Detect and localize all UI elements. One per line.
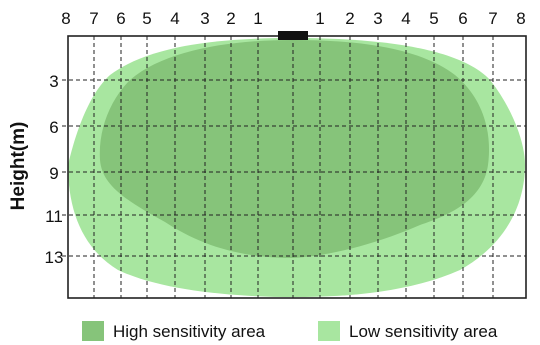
left-tick-label: 6 [49,118,58,137]
top-tick-label: 1 [315,9,324,28]
top-tick-label: 6 [458,9,467,28]
top-tick-label: 2 [226,9,235,28]
top-tick-label: 1 [253,9,262,28]
legend-swatch-low [318,321,340,341]
left-tick-label: 11 [45,207,63,226]
top-tick-label: 4 [170,9,179,28]
legend-label-low: Low sensitivity area [349,322,498,341]
top-tick-label: 5 [142,9,151,28]
top-tick-label: 7 [89,9,98,28]
top-tick-label: 8 [61,9,70,28]
left-tick-label: 9 [49,164,58,183]
grid-lines [62,36,526,298]
y-axis-title: Height(m) [8,122,29,211]
left-tick-labels: 3 6 9 11 13 [45,72,64,267]
top-tick-label: 4 [401,9,410,28]
sensor-marker [278,31,308,40]
legend-label-high: High sensitivity area [113,322,266,341]
top-tick-label: 8 [516,9,525,28]
top-tick-label: 6 [116,9,125,28]
top-tick-labels: 8 7 6 5 4 3 2 1 1 2 3 4 5 6 7 8 [61,9,525,28]
top-tick-label: 3 [200,9,209,28]
top-tick-label: 5 [429,9,438,28]
left-tick-label: 3 [49,72,58,91]
left-tick-label: 13 [45,248,64,267]
legend-swatch-high [82,321,104,341]
legend: High sensitivity area Low sensitivity ar… [82,321,498,341]
top-tick-label: 3 [373,9,382,28]
top-tick-label: 2 [345,9,354,28]
high-sensitivity-area [99,40,490,258]
top-tick-label: 7 [488,9,497,28]
